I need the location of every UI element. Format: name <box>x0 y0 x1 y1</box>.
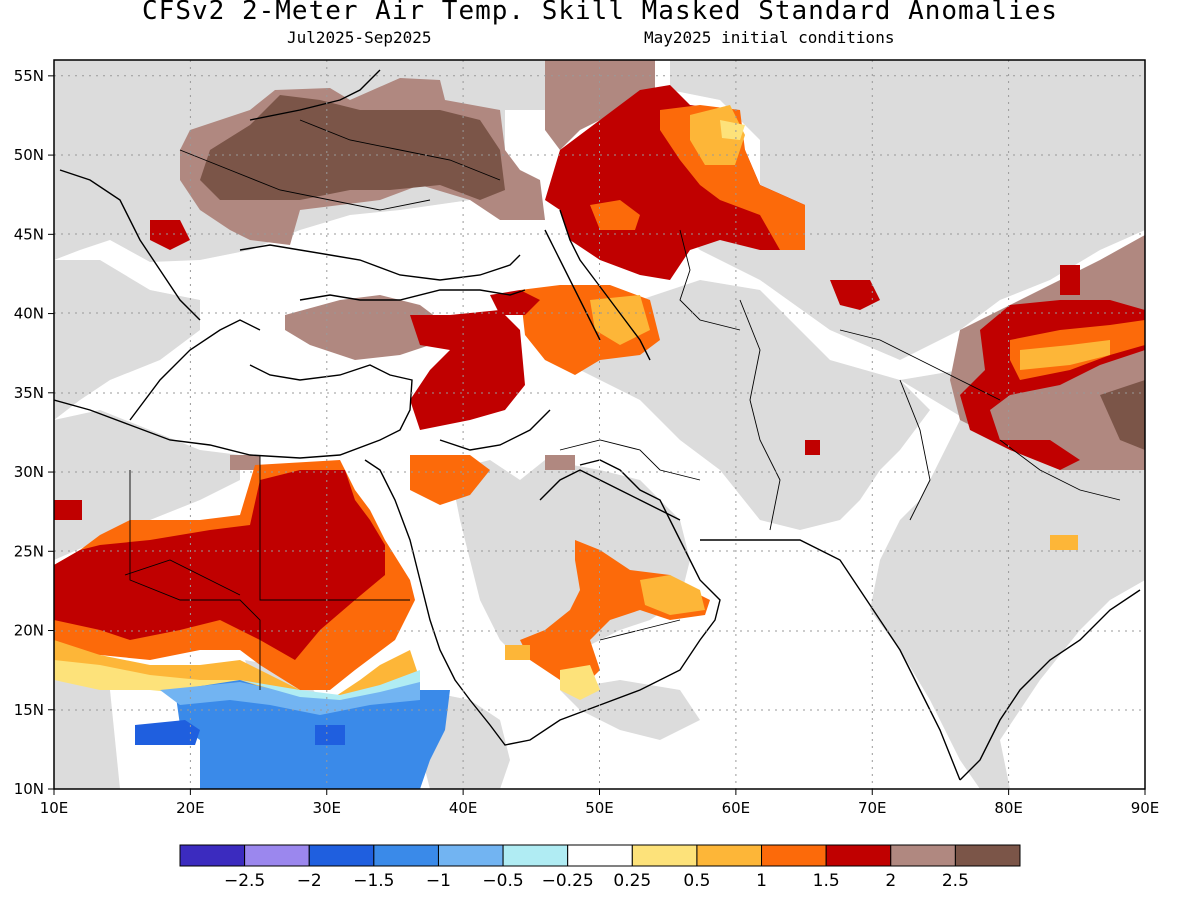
initial-conditions: May2025 initial conditions <box>644 28 895 47</box>
colorbar-label: 1.5 <box>813 871 840 891</box>
lon-tick-label: 50E <box>585 799 614 817</box>
colorbar-swatch <box>761 844 827 867</box>
lon-tick-label: 40E <box>449 799 478 817</box>
colorbar-swatch <box>437 844 504 867</box>
lon-tick-label: 60E <box>722 799 751 817</box>
colorbar-swatch <box>179 844 246 867</box>
colorbar-label: −1 <box>426 871 451 891</box>
lat-tick-label: 30N <box>14 463 44 481</box>
colorbar-label: −0.25 <box>542 871 594 891</box>
colorbar-label: −2 <box>297 871 322 891</box>
colorbar-label: −2.5 <box>224 871 265 891</box>
lon-tick-label: 80E <box>994 799 1023 817</box>
lat-tick-label: 55N <box>14 67 44 85</box>
colorbar-swatch <box>308 844 375 867</box>
lat-tick-label: 25N <box>14 542 44 560</box>
colorbar: −2.5 −2 −1.5 −1 −0.5 −0.25 0.25 0.5 1 1.5 2 2.5 <box>179 844 1021 891</box>
colorbar-label: −0.5 <box>482 871 523 891</box>
colorbar-label: 0.5 <box>683 871 710 891</box>
lon-tick-label: 70E <box>858 799 887 817</box>
lat-tick-label: 20N <box>14 622 44 640</box>
colorbar-swatch <box>825 844 892 867</box>
lon-tick-label: 10E <box>40 799 69 817</box>
longitude-axis: 10E 20E 30E 40E 50E 60E 70E 80E 90E <box>40 789 1160 817</box>
colorbar-swatch <box>696 844 763 867</box>
gridlines <box>54 60 1145 789</box>
colorbar-label: 2.5 <box>942 871 969 891</box>
map-title: CFSv2 2-Meter Air Temp. Skill Masked Sta… <box>142 0 1058 26</box>
anomaly-shading <box>54 60 1145 789</box>
colorbar-swatch <box>567 844 633 867</box>
latitude-axis: 55N 50N 45N 40N 35N 30N 25N 20N 15N 10N <box>14 67 54 798</box>
lat-tick-label: 45N <box>14 225 44 243</box>
lat-tick-label: 15N <box>14 701 44 719</box>
colorbar-swatch <box>373 844 439 867</box>
colorbar-swatch <box>631 844 698 867</box>
lat-tick-label: 40N <box>14 305 44 323</box>
colorbar-swatch <box>502 844 569 867</box>
lon-tick-label: 30E <box>312 799 341 817</box>
colorbar-label: −1.5 <box>353 871 394 891</box>
lat-tick-label: 35N <box>14 384 44 402</box>
lon-tick-label: 20E <box>176 799 205 817</box>
country-borders <box>124 119 1121 690</box>
colorbar-swatch <box>244 844 310 867</box>
colorbar-label: 1 <box>756 871 767 891</box>
map-area <box>54 60 1145 789</box>
lat-tick-label: 50N <box>14 146 44 164</box>
forecast-period: Jul2025-Sep2025 <box>287 28 432 47</box>
lon-tick-label: 90E <box>1131 799 1160 817</box>
colorbar-label: 0.25 <box>613 871 651 891</box>
colorbar-label: 2 <box>885 871 896 891</box>
coastlines <box>54 69 1141 781</box>
colorbar-swatch <box>890 844 956 867</box>
lat-tick-label: 10N <box>14 780 44 798</box>
colorbar-swatch <box>954 844 1021 867</box>
